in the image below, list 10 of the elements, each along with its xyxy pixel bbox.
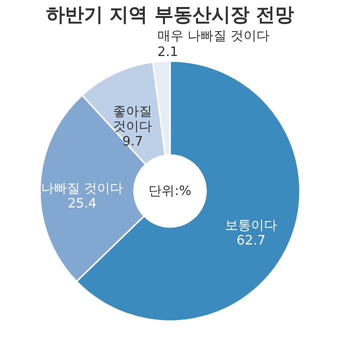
slice-label: 매우 나빠질 것이다 [157, 29, 270, 44]
chart-title: 하반기 지역 부동산시장 전망 [46, 4, 294, 26]
slice-label: 좋아질 것이다 [113, 104, 152, 134]
slice-label: 나빠질 것이다 [40, 181, 124, 196]
slice-label: 보통이다 [225, 218, 278, 234]
data-label: 2.1 [157, 45, 178, 60]
text: 단위:% [148, 184, 192, 199]
data-label: 9.7 [122, 134, 144, 150]
data-label: 25.4 [68, 196, 97, 212]
data-label: 62.7 [236, 233, 266, 248]
